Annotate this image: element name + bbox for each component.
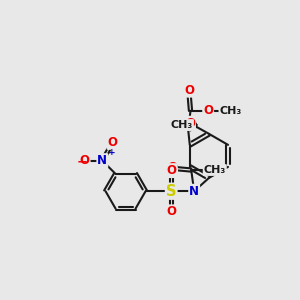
Text: +: +: [108, 148, 116, 157]
Text: O: O: [167, 160, 177, 174]
Text: O: O: [108, 136, 118, 149]
Text: CH₃: CH₃: [219, 106, 242, 116]
Text: N: N: [189, 185, 199, 198]
Text: −: −: [76, 156, 88, 169]
Text: O: O: [203, 104, 213, 117]
Text: N: N: [97, 154, 107, 167]
Text: O: O: [80, 154, 90, 167]
Text: S: S: [166, 184, 176, 199]
Text: O: O: [184, 84, 194, 97]
Text: CH₃: CH₃: [204, 165, 226, 175]
Text: O: O: [185, 117, 195, 130]
Text: CH₃: CH₃: [171, 120, 193, 130]
Text: O: O: [166, 164, 176, 177]
Text: O: O: [166, 205, 176, 218]
